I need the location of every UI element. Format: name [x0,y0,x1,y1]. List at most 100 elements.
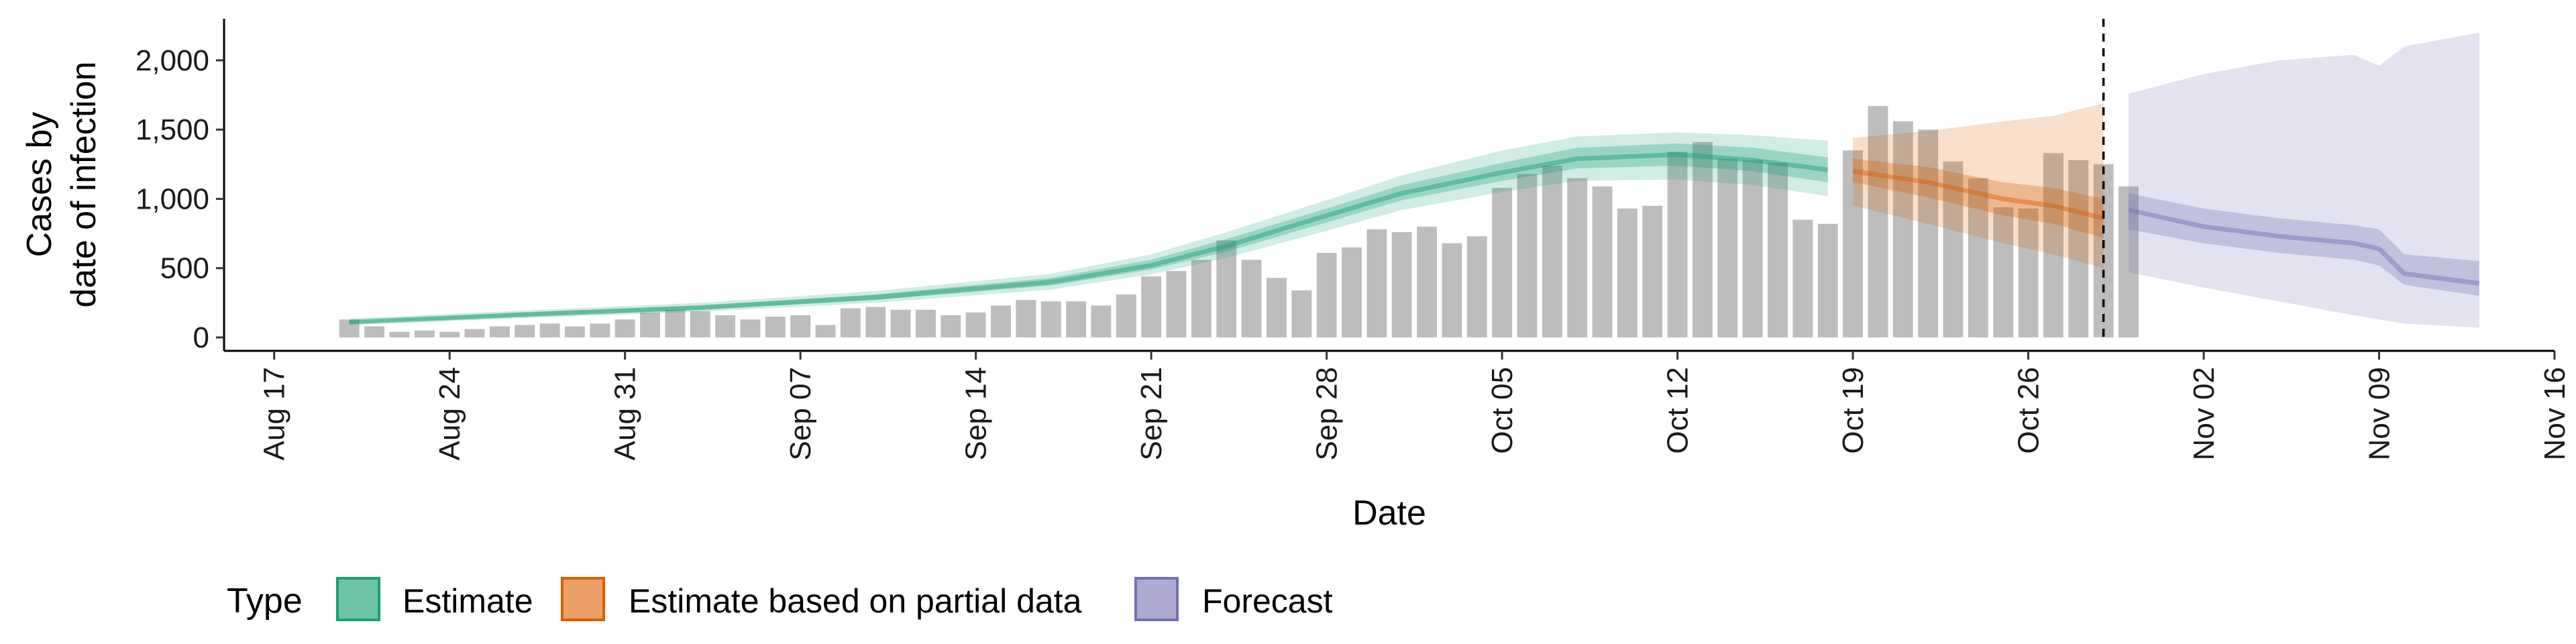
case-bar [565,326,585,337]
case-bar [1567,178,1588,337]
case-bar [364,326,385,337]
case-bar [389,331,410,337]
legend-key-forecast [1134,577,1179,621]
case-bar [1892,121,1913,338]
x-tick-label: Nov 02 [2188,367,2220,460]
case-bar [1141,276,1162,337]
case-bar [640,312,660,337]
case-bar [1968,178,1988,337]
y-tick-label: 1,000 [136,182,209,215]
case-bar [339,319,360,337]
case-bar [1768,162,1788,338]
x-tick-label: Aug 31 [609,367,642,460]
case-bar [1091,305,1112,337]
case-bar [539,323,560,337]
estimate-based-on-partial-data-outer-band [1853,103,2104,268]
x-axis: Aug 17 Aug 24 Aug 31 Sep 07 Sep 14 Sep 21 Sep … [258,351,2571,460]
case-bar [665,309,686,337]
case-bar [614,319,635,337]
legend: Type Estimate Estimate based on partial … [227,577,1333,621]
case-bar [890,309,911,337]
legend-key-partial [561,577,605,621]
case-bar [2018,208,2039,337]
case-bar [1918,129,1939,337]
case-bar [965,312,986,337]
x-tick-label: Aug 17 [258,367,291,460]
case-bar [1817,223,1838,337]
case-bar [1993,207,2014,337]
x-tick-label: Sep 28 [1311,367,1344,460]
legend-label-estimate: Estimate [402,582,533,620]
estimate-based-on-partial-data-median-line [1852,168,2104,221]
y-tick-label: 1,500 [136,113,209,146]
case-bar [1466,236,1487,337]
case-bar [1693,142,1713,338]
case-bar [1241,260,1262,337]
case-bar [1742,160,1763,337]
case-bar [1592,186,1613,337]
case-bar [1943,161,1964,337]
y-tick-label: 2,000 [136,44,209,77]
case-bar [1316,253,1337,337]
x-tick-label: Sep 21 [1135,367,1168,460]
case-bar [1191,260,1212,337]
case-bar [1517,174,1538,337]
x-tick-label: Oct 26 [2012,367,2045,454]
case-bar [1342,247,1362,337]
x-tick-label: Sep 07 [784,367,817,460]
forecast-median-line [2128,207,2480,286]
case-bar [2093,164,2114,338]
case-bar [1617,208,1638,337]
case-bar [1542,165,1562,337]
case-bar [1667,152,1688,338]
case-bar [690,311,710,337]
case-bar [2068,160,2089,337]
case-bar [916,309,936,337]
case-bar [1642,205,1663,337]
estimate-median-line [349,152,1829,325]
legend-key-estimate [336,577,380,621]
y-tick-label: 500 [160,252,209,285]
case-bar [941,315,961,337]
estimate-inner-band [349,143,1828,324]
case-bar [1016,300,1036,337]
case-bar [414,330,435,337]
y-axis-title-line-2: date of infection [64,61,103,307]
case-bar [2118,186,2139,337]
case-bar [1040,301,1061,337]
y-tick-label: 0 [193,321,209,354]
case-bar [1792,219,1813,337]
case-bar [1717,158,1738,337]
case-bar [464,329,485,337]
estimate-outer-band [349,132,1828,325]
case-bar [991,305,1011,337]
legend-label-forecast: Forecast [1202,582,1333,620]
case-bar [1066,301,1086,337]
x-tick-label: Oct 05 [1486,367,1519,454]
case-bar [765,317,786,337]
case-bar [1868,106,1888,337]
x-tick-label: Oct 12 [1662,367,1695,454]
legend-label-partial: Estimate based on partial data [629,582,1082,620]
case-bar [1492,188,1513,337]
case-bar [590,323,610,337]
case-bar [1116,294,1136,337]
case-bar [790,315,811,337]
forecast-outer-band [2129,32,2479,328]
case-bar [865,307,886,337]
case-bar [1417,226,1437,337]
x-tick-label: Nov 09 [2363,367,2396,460]
x-axis-title: Date [1352,494,1426,533]
plot-area [339,19,2480,338]
case-bar [1391,232,1412,337]
case-bar [1166,270,1187,337]
case-bar [1291,290,1312,337]
forecast-inner-band [2129,193,2479,296]
case-bar [1442,243,1462,337]
legend-title: Type [227,582,303,621]
case-bar [439,331,460,337]
case-bar [490,326,510,337]
x-tick-label: Sep 14 [960,367,993,460]
